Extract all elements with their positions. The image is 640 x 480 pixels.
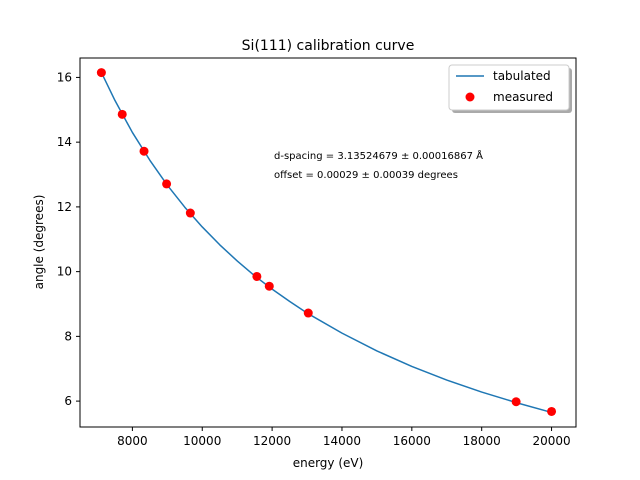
x-axis-label: energy (eV) bbox=[293, 456, 364, 470]
legend-marker-measured bbox=[465, 92, 475, 102]
x-tick-label: 14000 bbox=[323, 434, 361, 448]
legend: tabulated measured bbox=[448, 64, 572, 113]
chart-title: Si(111) calibration curve bbox=[242, 38, 415, 54]
legend-label-tabulated: tabulated bbox=[493, 69, 551, 83]
data-point-measured bbox=[96, 68, 106, 78]
x-tick-label: 8000 bbox=[117, 434, 148, 448]
x-tick-label: 10000 bbox=[183, 434, 221, 448]
legend-label-measured: measured bbox=[493, 90, 553, 104]
y-tick-label: 12 bbox=[57, 200, 72, 214]
x-tick-label: 16000 bbox=[393, 434, 431, 448]
y-axis-label: angle (degrees) bbox=[32, 195, 46, 290]
plot-area bbox=[79, 57, 577, 428]
y-tick-label: 8 bbox=[64, 329, 72, 343]
annotation-d-spacing: d-spacing = 3.13524679 ± 0.00016867 Å bbox=[274, 149, 483, 162]
data-point-measured bbox=[547, 406, 557, 416]
x-tick-label: 18000 bbox=[463, 434, 501, 448]
data-point-measured bbox=[252, 271, 262, 281]
y-tick-label: 6 bbox=[64, 394, 72, 408]
data-point-measured bbox=[185, 208, 195, 218]
y-tick-label: 16 bbox=[57, 70, 72, 84]
data-point-measured bbox=[139, 146, 149, 156]
data-point-measured bbox=[264, 281, 274, 291]
y-axis: 6 8 10 12 14 16 bbox=[57, 70, 80, 408]
data-point-measured bbox=[511, 397, 521, 407]
series-line-tabulated bbox=[100, 71, 552, 414]
plot-frame bbox=[79, 57, 577, 428]
x-axis: 8000 10000 12000 14000 16000 18000 20000 bbox=[117, 427, 571, 448]
y-tick-label: 10 bbox=[57, 265, 72, 279]
data-point-measured bbox=[303, 308, 313, 318]
data-point-measured bbox=[117, 109, 127, 119]
x-tick-label: 20000 bbox=[532, 434, 570, 448]
data-point-measured bbox=[162, 179, 172, 189]
annotation-offset: offset = 0.00029 ± 0.00039 degrees bbox=[274, 170, 458, 181]
x-tick-label: 12000 bbox=[253, 434, 291, 448]
y-tick-label: 14 bbox=[57, 135, 72, 149]
